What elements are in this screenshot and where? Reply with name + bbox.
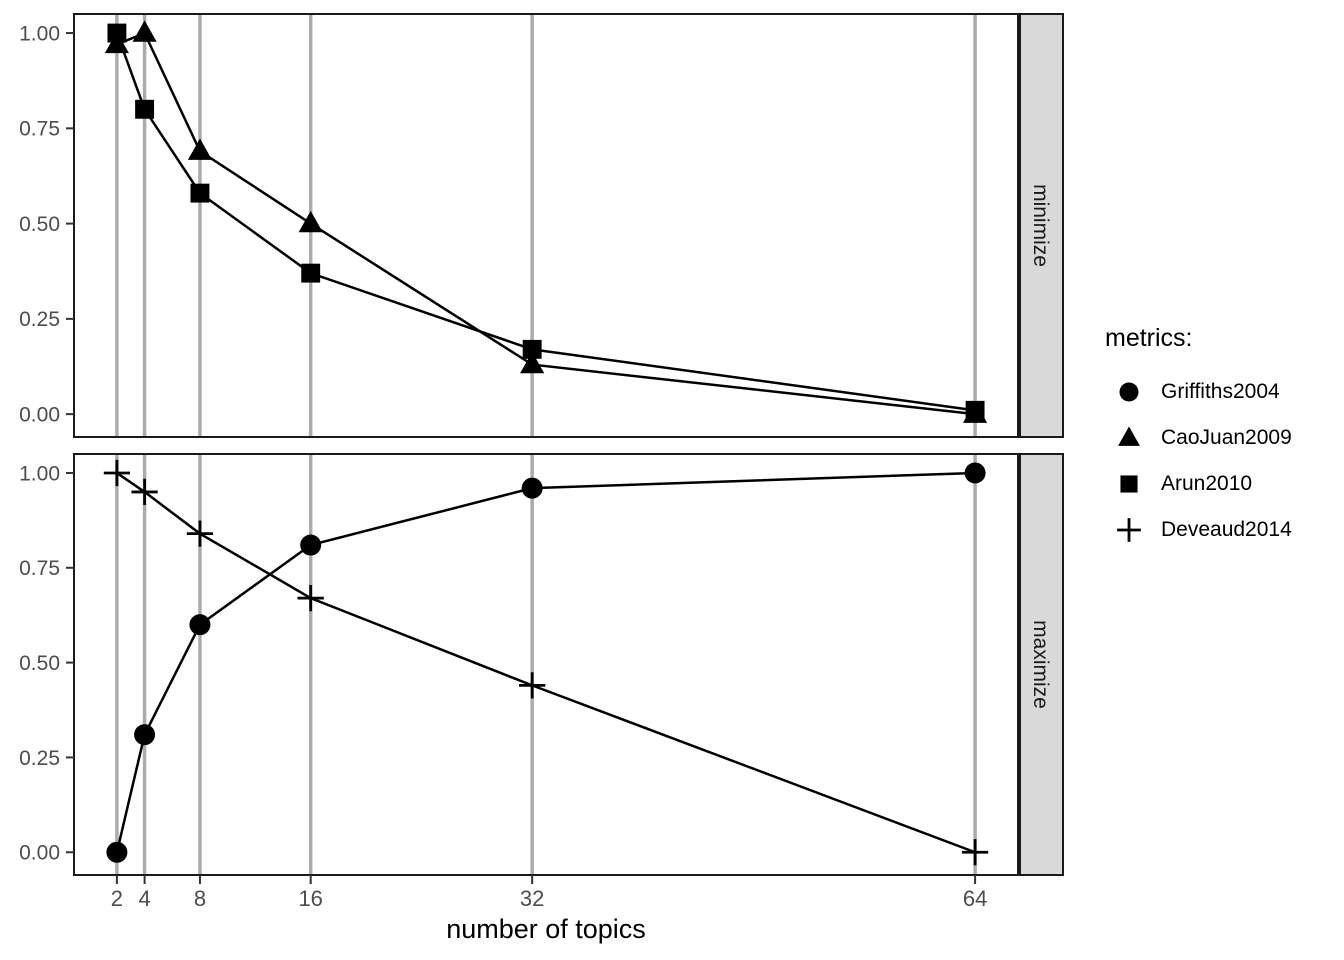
y-axis-tick-label: 0.50 <box>19 213 60 236</box>
x-axis-tick-label: 64 <box>963 886 987 911</box>
strip-maximize-label: maximize <box>1029 620 1052 709</box>
strip-maximize-box <box>1019 453 1064 876</box>
legend-title: metrics: <box>1105 324 1193 352</box>
panel-border-maximize <box>73 453 1019 876</box>
strip-minimize-box <box>1019 13 1064 438</box>
series-line-arun2010 <box>115 32 976 412</box>
legend-item-label: CaoJuan2009 <box>1161 426 1292 449</box>
data-point-circle <box>1119 382 1139 402</box>
data-point-circle <box>964 462 986 484</box>
data-point-circle <box>134 724 156 746</box>
legend-item-label: Griffiths2004 <box>1161 380 1280 403</box>
series-layer <box>103 20 989 866</box>
data-point-square <box>1120 475 1138 493</box>
data-point-triangle <box>1118 426 1140 446</box>
strip-maximize: maximize <box>1019 453 1064 876</box>
panel-border-minimize <box>73 13 1019 438</box>
legend-item-arun2010: Arun2010 <box>1097 461 1337 507</box>
axis-layer: 0.00 0.25 0.50 0.75 1.00 0.00 0.25 0.50 0.75 1.00… <box>19 22 987 911</box>
data-point-triangle <box>132 20 157 42</box>
gridlines-layer <box>115 14 977 875</box>
data-point-triangle <box>187 138 213 160</box>
series-line-caojuan2009 <box>116 31 976 416</box>
circle-marker-icon <box>1119 382 1139 402</box>
x-axis-tick-label: 4 <box>138 886 150 911</box>
x-axis-title: number of topics <box>446 914 646 944</box>
data-point-square <box>107 23 127 43</box>
y-axis-tick-label: 1.00 <box>19 462 60 485</box>
y-axis-tick-label: 0.25 <box>19 747 60 770</box>
strip-minimize: minimize <box>1019 13 1064 438</box>
y-axis-tick-label: 0.25 <box>19 308 60 331</box>
data-point-circle <box>106 841 128 863</box>
y-axis-tick-label: 0.00 <box>19 403 60 426</box>
x-axis-tick-label: 32 <box>520 886 544 911</box>
square-marker-icon <box>1120 475 1138 493</box>
y-axis-tick-label: 0.50 <box>19 652 60 675</box>
data-point-square <box>135 99 155 119</box>
x-axis-tick-label: 8 <box>194 886 206 911</box>
data-point-square <box>522 339 542 359</box>
y-axis-tick-label: 0.75 <box>19 557 60 580</box>
data-point-circle <box>300 534 322 556</box>
series-line-griffiths2004 <box>115 471 976 853</box>
triangle-marker-icon <box>1118 426 1140 446</box>
legend-item-griffiths2004: Griffiths2004 <box>1097 369 1337 415</box>
plus-marker-icon <box>1117 518 1141 542</box>
data-point-triangle <box>520 351 545 374</box>
legend: metrics: Griffiths2004 CaoJuan2009 Arun2… <box>1097 324 1337 553</box>
legend-item-deveaud2014: Deveaud2014 <box>1097 507 1337 553</box>
legend-item-caojuan2009: CaoJuan2009 <box>1097 415 1337 461</box>
data-point-square <box>190 183 210 203</box>
panel-borders-layer <box>73 13 1019 876</box>
legend-item-label: Deveaud2014 <box>1161 518 1292 541</box>
y-axis-tick-label: 0.75 <box>19 118 60 141</box>
data-point-square <box>965 400 985 420</box>
data-point-circle <box>189 614 211 636</box>
legend-item-label: Arun2010 <box>1161 472 1253 495</box>
data-point-triangle <box>298 210 323 233</box>
data-point-square <box>301 263 321 283</box>
strip-minimize-label: minimize <box>1029 184 1052 267</box>
series-line-deveaud2014 <box>116 471 976 854</box>
x-axis-tick-label: 2 <box>111 886 123 911</box>
x-axis-tick-label: 16 <box>298 886 322 911</box>
y-axis-tick-label: 0.00 <box>19 842 60 865</box>
data-point-circle <box>521 477 543 499</box>
y-axis-tick-label: 1.00 <box>19 22 60 45</box>
